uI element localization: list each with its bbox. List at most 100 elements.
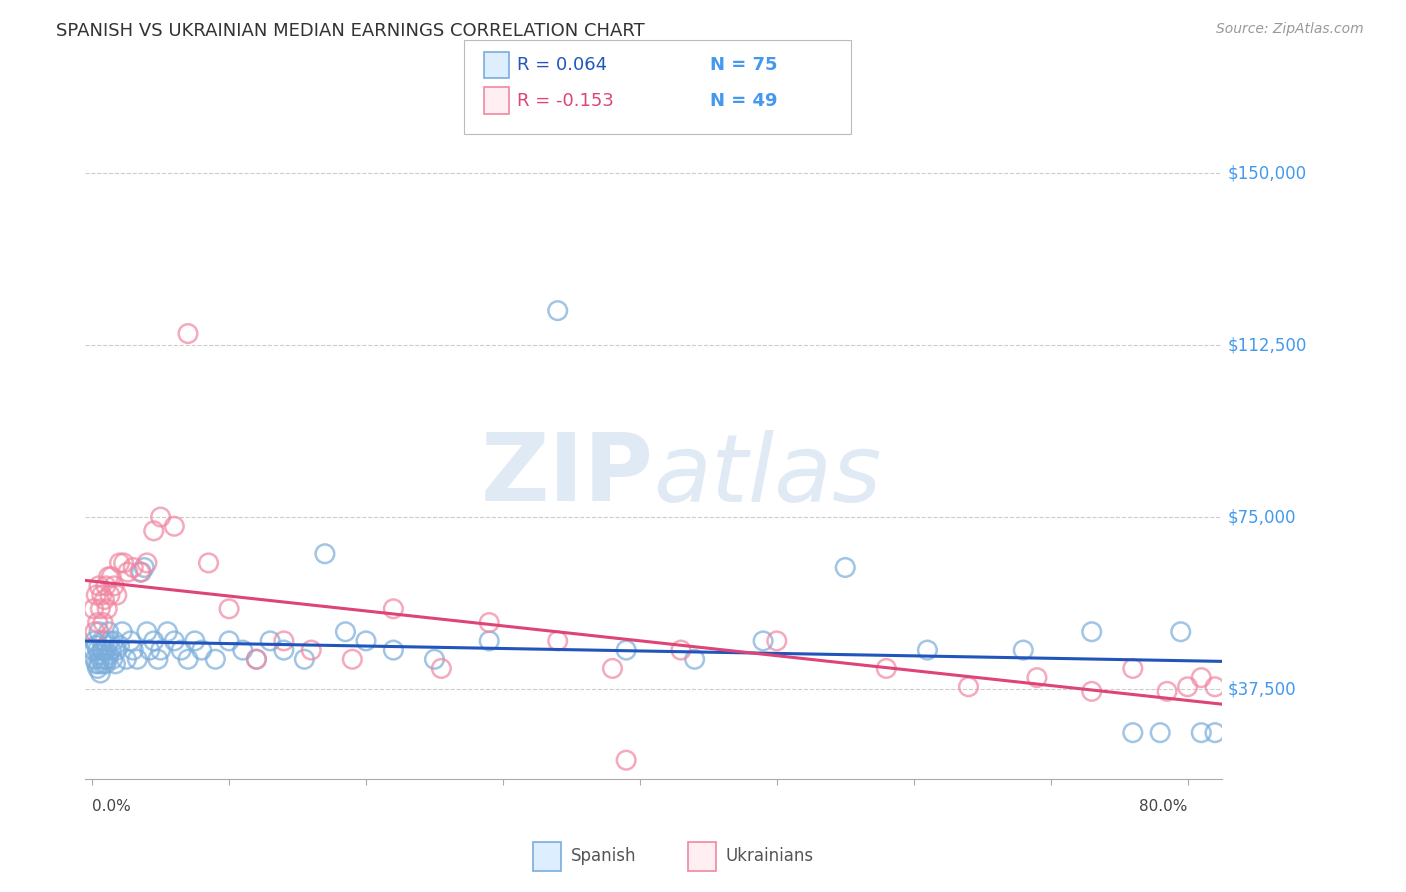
Point xyxy=(90,634,112,648)
Point xyxy=(134,560,156,574)
Point xyxy=(232,643,254,657)
Point xyxy=(245,652,267,666)
Point xyxy=(100,643,122,657)
Text: N = 49: N = 49 xyxy=(710,92,778,110)
Text: 80.0%: 80.0% xyxy=(1139,799,1188,814)
Point xyxy=(354,634,377,648)
Point xyxy=(84,588,107,602)
Point xyxy=(1012,643,1035,657)
Point xyxy=(98,588,121,602)
Point xyxy=(89,602,111,616)
Point xyxy=(1149,725,1171,739)
Point xyxy=(335,624,357,639)
Text: atlas: atlas xyxy=(654,430,882,521)
Point xyxy=(245,652,267,666)
Point xyxy=(259,634,281,648)
Point xyxy=(93,652,115,666)
Point xyxy=(342,652,364,666)
Text: SPANISH VS UKRAINIAN MEDIAN EARNINGS CORRELATION CHART: SPANISH VS UKRAINIAN MEDIAN EARNINGS COR… xyxy=(56,22,645,40)
Point xyxy=(197,556,219,570)
Point xyxy=(96,652,118,666)
Point xyxy=(90,643,112,657)
Point xyxy=(96,639,118,653)
Point xyxy=(112,556,135,570)
Point xyxy=(142,524,165,538)
Point xyxy=(86,661,108,675)
Point xyxy=(97,570,120,584)
Point xyxy=(97,648,120,662)
Point xyxy=(184,634,207,648)
Point xyxy=(94,579,117,593)
Point xyxy=(96,602,118,616)
Point xyxy=(90,588,112,602)
Point xyxy=(1026,671,1049,685)
Point xyxy=(177,326,200,341)
Text: 0.0%: 0.0% xyxy=(93,799,131,814)
Point xyxy=(93,592,115,607)
Point xyxy=(1204,680,1226,694)
Point xyxy=(86,643,108,657)
Point xyxy=(430,661,453,675)
Point xyxy=(149,643,172,657)
Point xyxy=(91,615,114,630)
Text: ZIP: ZIP xyxy=(481,429,654,521)
Text: N = 75: N = 75 xyxy=(710,56,778,74)
Point xyxy=(299,643,322,657)
Point xyxy=(94,657,117,671)
Point xyxy=(122,560,145,574)
Point xyxy=(117,565,139,579)
Point xyxy=(1122,725,1144,739)
Point xyxy=(103,634,125,648)
Point xyxy=(108,639,131,653)
Point xyxy=(218,602,240,616)
Point xyxy=(93,634,115,648)
Point xyxy=(765,634,787,648)
Point xyxy=(97,624,120,639)
Point xyxy=(382,602,405,616)
Point xyxy=(1156,684,1178,698)
Point xyxy=(163,634,186,648)
Point xyxy=(1170,624,1192,639)
Point xyxy=(84,657,107,671)
Point xyxy=(669,643,692,657)
Point xyxy=(1080,624,1102,639)
Point xyxy=(273,634,295,648)
Point xyxy=(89,652,111,666)
Point xyxy=(108,556,131,570)
Point xyxy=(957,680,980,694)
Point xyxy=(135,624,157,639)
Point xyxy=(382,643,405,657)
Point xyxy=(917,643,939,657)
Point xyxy=(142,634,165,648)
Point xyxy=(1177,680,1199,694)
Point xyxy=(314,547,336,561)
Point xyxy=(115,652,138,666)
Point xyxy=(1080,684,1102,698)
Point xyxy=(1204,725,1226,739)
Point xyxy=(127,652,149,666)
Point xyxy=(87,648,110,662)
Point xyxy=(83,643,105,657)
Text: $37,500: $37,500 xyxy=(1227,680,1296,698)
Point xyxy=(105,588,128,602)
Point xyxy=(86,615,108,630)
Point xyxy=(104,657,127,671)
Point xyxy=(149,510,172,524)
Point xyxy=(87,579,110,593)
Point xyxy=(478,615,501,630)
Point xyxy=(120,634,142,648)
Text: $150,000: $150,000 xyxy=(1227,164,1306,182)
Point xyxy=(190,643,212,657)
Text: R = 0.064: R = 0.064 xyxy=(517,56,607,74)
Point xyxy=(146,652,169,666)
Point xyxy=(1189,671,1212,685)
Point xyxy=(163,519,186,533)
Point xyxy=(83,624,105,639)
Point xyxy=(83,602,105,616)
Text: Ukrainians: Ukrainians xyxy=(725,847,814,865)
Point xyxy=(752,634,775,648)
Point xyxy=(273,643,295,657)
Point xyxy=(103,579,125,593)
Point xyxy=(170,643,193,657)
Point xyxy=(135,556,157,570)
